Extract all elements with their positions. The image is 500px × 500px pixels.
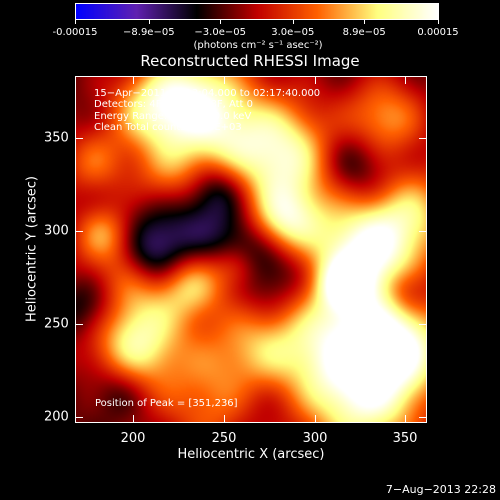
colorbar-tick [75,20,76,24]
colorbar-tick [148,20,150,24]
axis-tick [419,417,426,418]
chart-title: Reconstructed RHESSI Image [140,52,360,70]
colorbar-tick-label: −3.0e−05 [194,27,246,38]
counts-annotation: Clean Total counts: 9.28E+03 [94,122,242,133]
axis-tick [224,77,225,84]
axis-tick [405,415,406,422]
time-range-annotation: 15−Apr−2011 02:13:04.000 to 02:17:40.000 [94,88,321,99]
x-tick-label: 300 [302,431,328,446]
axis-tick [133,415,134,422]
axis-tick [419,231,426,232]
detectors-annotation: Detectors: 4F 5F 6F 7F 8F, Att 0 [94,99,254,110]
y-tick-label: 250 [44,316,69,332]
axis-tick [419,324,426,325]
x-tick-label: 250 [211,431,237,446]
peak-position-annotation: Position of Peak = [351,236] [95,398,238,409]
colorbar-tick [364,20,366,24]
axis-tick [76,138,83,139]
axis-tick [76,417,83,418]
x-tick-label: 350 [392,431,418,446]
x-tick-label: 200 [120,431,146,446]
axis-tick [315,415,316,422]
axis-tick [76,231,83,232]
colorbar-tick-label: −8.9e−05 [123,27,175,38]
colorbar-tick [438,20,439,24]
heatmap-plot [75,76,427,423]
axis-tick [133,77,134,84]
axis-tick [224,415,225,422]
axis-tick [76,324,83,325]
x-axis-label: Heliocentric X (arcsec) [177,447,325,462]
plot-date: 7−Aug−2013 22:28 [385,483,496,496]
energy-range-annotation: Energy Range: 25.0 − 50.0 keV [94,111,252,122]
colorbar-tick-label: 8.9e−05 [342,27,386,38]
y-axis-label: Heliocentric Y (arcsec) [24,176,40,322]
colorbar-tick-label: 0.00015 [417,27,459,38]
y-tick-label: 300 [44,223,69,239]
axis-tick [315,77,316,84]
colorbar-tick [220,20,222,24]
heatmap-image [76,77,426,422]
colorbar-tick [292,20,294,24]
y-tick-label: 350 [44,130,69,146]
axis-tick [405,77,406,84]
colorbar [75,3,439,20]
axis-tick [419,138,426,139]
colorbar-tick-label: -0.00015 [52,27,98,38]
colorbar-tick-label: 3.0e−05 [271,27,315,38]
y-tick-label: 200 [44,409,69,425]
colorbar-units: (photons cm⁻² s⁻¹ asec⁻²) [193,40,323,51]
